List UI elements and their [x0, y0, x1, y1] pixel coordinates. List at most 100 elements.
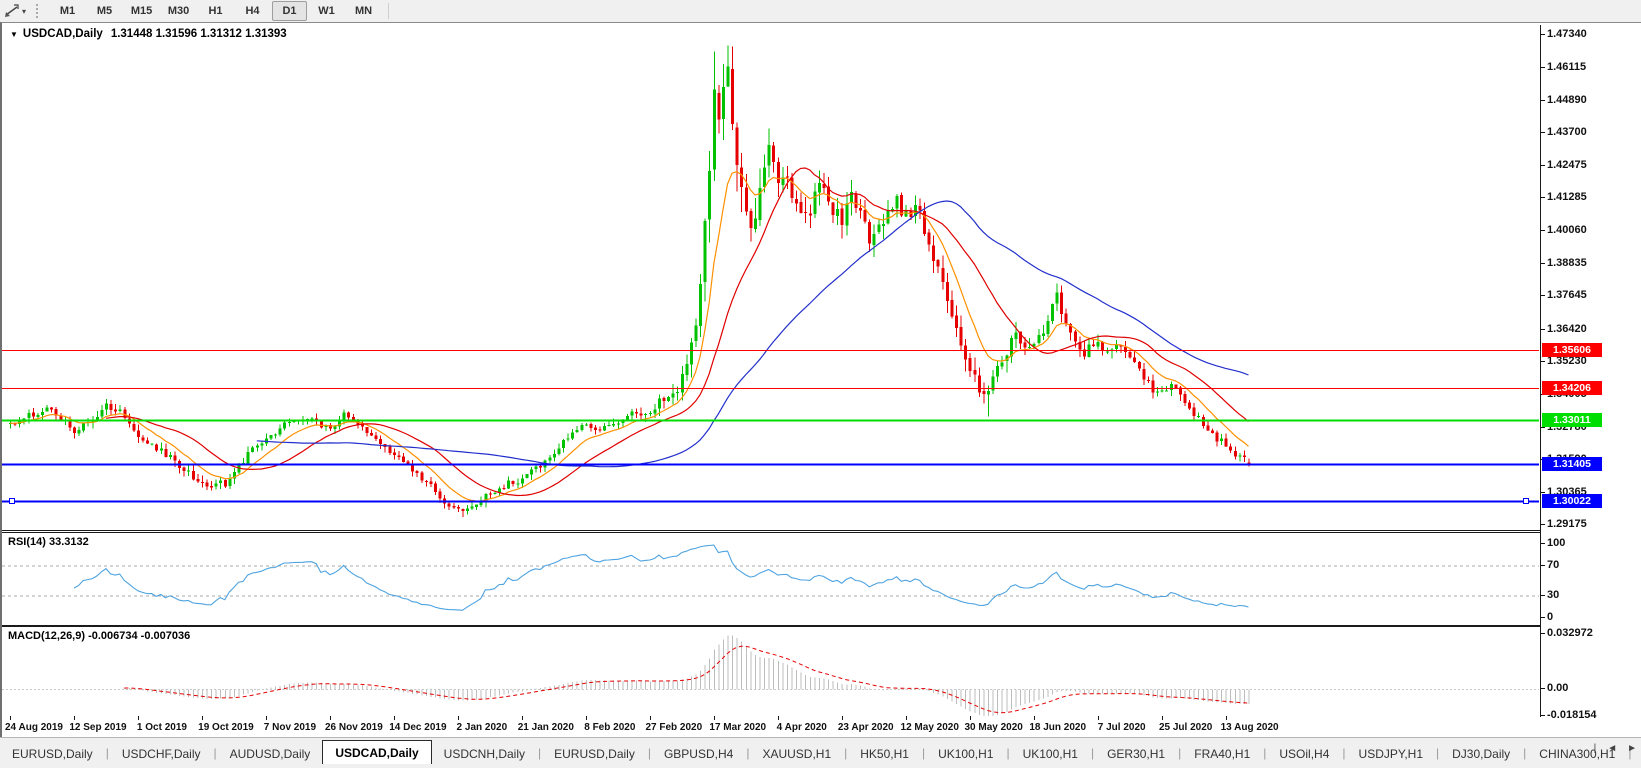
timeframe-button-MN[interactable]: MN	[354, 5, 373, 17]
rsi-indicator-panel[interactable]: RSI(14) 33.3132	[2, 532, 1540, 626]
date-label: 21 Jan 2020	[517, 722, 574, 733]
toolbar-grip[interactable]	[36, 4, 41, 18]
date-label: 7 Nov 2019	[263, 722, 317, 733]
tab-separator: |	[844, 745, 848, 760]
tab-separator: |	[746, 745, 750, 760]
macd-signal-line	[124, 645, 1249, 714]
chart-tabs: EURUSD,Daily | USDCHF,Daily | AUDUSD,Daily US…	[0, 740, 1641, 765]
chart-tab-USDJPY-H1[interactable]: USDJPY,H1	[1358, 747, 1424, 761]
date-label: 2 Jan 2020	[456, 722, 508, 733]
macd-axis-tick: -0.018154	[1541, 708, 1597, 722]
chart-tab-EURUSD-Daily[interactable]: EURUSD,Daily	[554, 747, 635, 761]
timeframe-button-H4[interactable]: H4	[245, 5, 260, 17]
chart-tab-GER30-H1[interactable]: GER30,H1	[1107, 747, 1166, 761]
macd-indicator-panel[interactable]: MACD(12,26,9) -0.006734 -0.007036	[2, 626, 1540, 718]
date-label: 25 Jul 2020	[1158, 722, 1213, 733]
price-axis-line	[1540, 25, 1541, 717]
tab-scroll-right-button[interactable]: ►	[1627, 743, 1637, 754]
date-tick	[393, 716, 395, 720]
chevron-down-icon: ▾	[22, 6, 27, 16]
chart-tab-CHINA300-H1[interactable]: CHINA300,H1	[1539, 747, 1616, 761]
hline-handle[interactable]	[1523, 498, 1529, 504]
chart-ohlc-values: 1.31448 1.31596 1.31312 1.31393	[110, 28, 287, 40]
price-chart-panel[interactable]	[2, 25, 1540, 531]
date-label: 13 Aug 2020	[1220, 722, 1279, 733]
chart-tab-HK50-H1[interactable]: HK50,H1	[860, 747, 909, 761]
tab-separator: |	[1090, 745, 1095, 760]
date-label: 24 Aug 2019	[5, 722, 63, 733]
price-axis-tick: 1.37645	[1541, 288, 1587, 302]
price-axis-tick: 1.40060	[1541, 223, 1587, 237]
chart-symbol-period: USDCAD,Daily	[22, 28, 103, 40]
tab-separator: |	[1523, 745, 1527, 760]
chart-tab-AUDUSD-Daily[interactable]: AUDUSD,Daily	[229, 747, 311, 761]
rsi-axis-tick: 100	[1541, 536, 1565, 550]
candlestick-chart[interactable]	[2, 25, 1540, 530]
hline-price-badge: 1.34206	[1542, 381, 1602, 396]
hline-handle[interactable]	[9, 498, 15, 504]
hline-price-badge: 1.30022	[1542, 494, 1602, 509]
timeframe-button-H1[interactable]: H1	[208, 5, 223, 17]
date-label: 27 Feb 2020	[645, 722, 703, 733]
tab-scroll-left-button[interactable]: ◄	[1607, 743, 1618, 754]
price-axis-tick: 1.47340	[1541, 27, 1587, 41]
chart-tab-USOil-H4[interactable]: USOil,H4	[1279, 747, 1330, 761]
tab-separator: |	[1178, 745, 1182, 760]
timeframe-button-W1[interactable]: W1	[318, 5, 335, 17]
timeframe-button-M5[interactable]: M5	[96, 5, 113, 17]
tab-separator: |	[213, 745, 217, 760]
tab-separator: |	[1006, 745, 1010, 760]
date-label: 4 Apr 2020	[776, 722, 827, 733]
date-tick	[1161, 716, 1163, 720]
date-tick	[1097, 716, 1099, 720]
date-axis[interactable]: 24 Aug 2019 12 Sep 2019 1 Oct 2019 19 Oct 2…	[2, 716, 1540, 738]
chart-tab-UK100-H1[interactable]: UK100,H1	[1022, 747, 1078, 761]
date-label: 14 Dec 2019	[389, 722, 447, 733]
price-axis-tick: 1.43700	[1541, 125, 1587, 139]
date-tick	[1225, 716, 1227, 720]
timeframe-button-M15[interactable]: M15	[130, 5, 153, 17]
chart-tab-GBPUSD-H4[interactable]: GBPUSD,H4	[663, 747, 734, 761]
moving-average-SMA55	[256, 200, 1249, 468]
date-tick	[969, 716, 971, 720]
chart-tab-DJ30-Daily[interactable]: DJ30,Daily	[1452, 747, 1511, 761]
tab-separator: |	[538, 745, 542, 760]
macd-axis-tick: 0.032972	[1541, 626, 1593, 640]
rsi-chart[interactable]	[2, 533, 1540, 625]
date-tick	[73, 716, 75, 720]
price-axis-tick: 1.46115	[1541, 60, 1586, 74]
chart-tab-FRA40-H1[interactable]: FRA40,H1	[1194, 747, 1251, 761]
date-tick	[137, 716, 139, 720]
price-axis[interactable]: 1.47340 1.46115 1.44890 1.43700 1.42475 1.412…	[1541, 23, 1641, 738]
tab-separator: |	[1263, 745, 1267, 760]
hline-price-badge: 1.31405	[1542, 456, 1602, 471]
date-tick	[777, 716, 779, 720]
date-tick	[1033, 716, 1035, 720]
cursor-tool-button[interactable]: ▾	[4, 3, 26, 19]
date-tick	[713, 716, 715, 720]
tab-separator: |	[647, 745, 651, 760]
date-label: 12 Sep 2019	[69, 722, 127, 733]
chart-tab-EURUSD-Daily[interactable]: EURUSD,Daily	[12, 747, 93, 761]
price-axis-tick: 1.42475	[1541, 158, 1587, 172]
timeframe-button-M30[interactable]: M30	[167, 5, 190, 17]
macd-chart[interactable]	[2, 627, 1540, 717]
status-strip	[0, 764, 1641, 768]
chart-tab-USDCAD-Daily[interactable]: USDCAD,Daily	[322, 740, 432, 765]
chart-tab-USDCNH-Daily[interactable]: USDCNH,Daily	[443, 747, 526, 761]
date-label: 26 Nov 2019	[324, 722, 383, 733]
date-tick	[457, 716, 459, 720]
timeframe-button-M1[interactable]: M1	[59, 5, 76, 17]
date-label: 1 Oct 2019	[136, 722, 187, 733]
chart-tab-XAUUSD-H1[interactable]: XAUUSD,H1	[762, 747, 832, 761]
hline-price-badge: 1.35606	[1542, 343, 1602, 358]
timeframe-button-D1[interactable]: D1	[272, 1, 308, 21]
chart-tab-UK100-H1[interactable]: UK100,H1	[938, 747, 994, 761]
collapse-triangle-icon[interactable]: ▼	[10, 29, 18, 39]
rsi-axis-tick: 30	[1541, 588, 1559, 602]
rsi-label: RSI(14) 33.3132	[8, 536, 89, 548]
price-axis-tick: 1.36420	[1541, 322, 1587, 336]
date-label: 7 Jul 2020	[1097, 722, 1146, 733]
chart-tab-USDCHF-Daily[interactable]: USDCHF,Daily	[121, 747, 201, 761]
macd-histogram	[124, 635, 1250, 716]
